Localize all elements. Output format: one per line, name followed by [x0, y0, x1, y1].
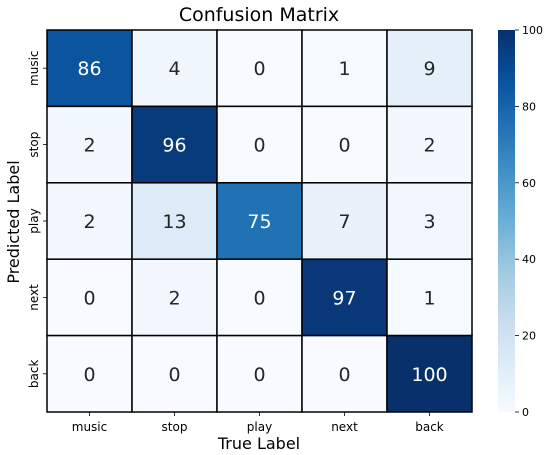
heatmap-cell: [131, 182, 218, 260]
heatmap-cell: [301, 258, 388, 337]
heatmap-cell: [216, 334, 303, 413]
cell-value-label: 75: [247, 211, 271, 233]
heatmap-cell: [386, 334, 473, 413]
heatmap-cell: [46, 334, 133, 413]
cell-value-label: 0: [83, 364, 95, 386]
colorbar-tick-label: 100: [522, 24, 543, 37]
cell-value-label: 1: [338, 58, 350, 80]
colorbar-tick-label: 0: [522, 406, 529, 419]
colorbar: [498, 30, 515, 412]
heatmap-cell: [131, 258, 218, 337]
heatmap-cells: 86 4 0 1 92 96 0 0 22 13 75 7 30 2 0 97 10 0 0 0 100: [46, 29, 473, 413]
x-tick-label: stop: [162, 420, 188, 434]
cell-value-label: 2: [83, 211, 95, 233]
colorbar-tick-label: 60: [522, 177, 536, 190]
cell-value-label: 0: [83, 287, 95, 309]
heatmap-cell: [216, 258, 303, 337]
cell-value-label: 0: [168, 364, 180, 386]
colorbar-tick-label: 40: [522, 253, 536, 266]
x-tick-label: back: [415, 420, 444, 434]
heatmap-cell: [131, 29, 218, 108]
colorbar-tick-label: 20: [522, 330, 536, 343]
y-tick-label: music: [27, 50, 41, 85]
y-tick-label: stop: [27, 132, 41, 158]
cell-value-label: 4: [168, 58, 180, 80]
heatmap-cell: [386, 258, 473, 337]
x-tick-label: play: [247, 420, 272, 434]
heatmap-cell: [386, 105, 473, 184]
heatmap-cell: [216, 105, 303, 184]
y-tick-label: play: [27, 208, 41, 233]
cell-value-label: 0: [338, 135, 350, 157]
y-tick-label: next: [27, 284, 41, 311]
cell-value-label: 7: [338, 211, 350, 233]
cell-value-label: 0: [253, 135, 265, 157]
cell-value-label: 1: [423, 287, 435, 309]
y-tick-labels: music stop play next back: [27, 50, 47, 388]
cell-value-label: 2: [83, 135, 95, 157]
cell-value-label: 9: [423, 58, 435, 80]
cell-value-label: 0: [253, 287, 265, 309]
x-axis-label: True Label: [217, 434, 300, 453]
cell-value-label: 3: [423, 211, 435, 233]
cell-value-label: 13: [162, 211, 186, 233]
colorbar-ticks: 0 20 40 60 80 100: [515, 24, 543, 419]
cell-value-label: 86: [77, 58, 101, 80]
heatmap-cell: [46, 29, 133, 108]
y-tick-label: back: [27, 359, 41, 388]
colorbar-tick-label: 80: [522, 100, 536, 113]
y-axis-label: Predicted Label: [4, 160, 23, 283]
heatmap-cell: [216, 29, 303, 108]
cell-value-label: 2: [423, 135, 435, 157]
cell-value-label: 0: [338, 364, 350, 386]
cell-value-label: 0: [253, 364, 265, 386]
cell-value-label: 96: [162, 135, 186, 157]
x-tick-labels: music stop play next back: [72, 412, 444, 434]
chart-title: Confusion Matrix: [179, 4, 339, 26]
x-tick-label: next: [331, 420, 358, 434]
heatmap-cell: [301, 182, 388, 260]
cell-value-label: 2: [168, 287, 180, 309]
x-tick-label: music: [72, 420, 107, 434]
cell-value-label: 100: [411, 364, 447, 386]
heatmap-cell: [131, 334, 218, 413]
cell-value-label: 0: [253, 58, 265, 80]
cell-value-label: 97: [332, 287, 356, 309]
